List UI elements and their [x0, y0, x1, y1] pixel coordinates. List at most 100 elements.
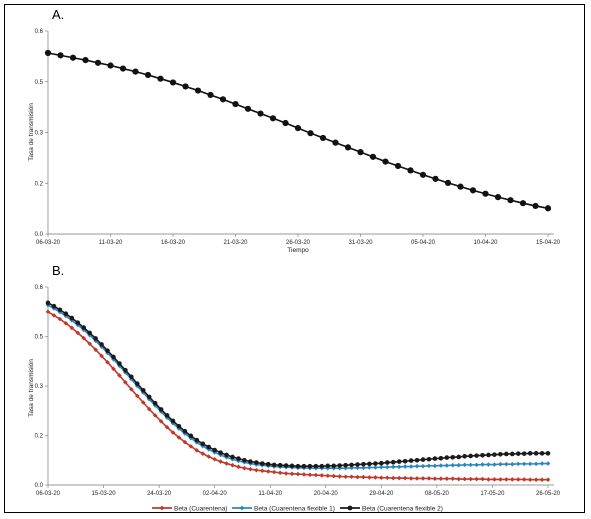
data-point	[438, 476, 444, 482]
y-tick-label: 0.0	[35, 232, 44, 238]
x-tick-label: 24-03-20	[147, 491, 172, 497]
data-point	[140, 390, 146, 395]
data-point	[319, 134, 327, 142]
data-point	[81, 335, 87, 341]
data-point	[515, 477, 521, 482]
data-point	[494, 194, 502, 201]
data-point	[283, 471, 289, 476]
y-axis-title: Tasa de transmisión	[28, 359, 35, 417]
x-tick-label: 16-03-20	[161, 240, 186, 246]
data-point	[51, 313, 57, 318]
legend: Beta (Cuarentena) Beta (Cuarentena flexib…	[152, 505, 443, 512]
data-point	[51, 306, 57, 311]
data-point	[332, 139, 339, 146]
data-point	[176, 423, 182, 429]
data-point	[384, 460, 390, 465]
data-point	[407, 167, 414, 174]
data-point	[379, 464, 384, 470]
data-point	[457, 183, 464, 190]
data-point	[45, 300, 51, 306]
data-point	[337, 463, 342, 468]
data-point	[504, 451, 509, 457]
y-tick-label: 0.2	[35, 181, 44, 187]
data-point	[194, 87, 202, 94]
data-point	[482, 190, 489, 197]
data-point	[307, 463, 313, 469]
data-point	[474, 462, 479, 468]
x-tick-label: 26-03-20	[286, 240, 311, 246]
data-point	[444, 455, 450, 460]
data-point	[295, 463, 301, 469]
data-point	[218, 459, 223, 464]
data-point	[519, 200, 527, 207]
data-point	[242, 457, 247, 463]
data-point	[75, 322, 81, 328]
data-point	[248, 466, 253, 472]
data-point	[408, 476, 414, 481]
data-point	[119, 65, 127, 72]
y-tick-label: 0.6	[35, 285, 44, 291]
data-point	[224, 461, 229, 466]
data-point	[382, 158, 389, 165]
data-point	[480, 462, 485, 467]
data-point	[355, 465, 360, 471]
data-point	[129, 387, 134, 392]
data-point	[527, 451, 533, 456]
data-point	[200, 451, 206, 456]
data-point	[420, 457, 426, 462]
x-tick-label: 10-04-20	[473, 240, 498, 246]
data-point	[176, 426, 182, 431]
data-point	[107, 62, 114, 69]
data-point	[432, 476, 438, 482]
data-point	[313, 472, 319, 478]
data-point	[468, 462, 473, 468]
data-point	[105, 348, 110, 353]
data-point	[212, 456, 217, 462]
y-tick-label: 0.3	[35, 131, 44, 137]
data-point	[420, 463, 426, 469]
data-point	[344, 144, 352, 151]
data-point	[390, 475, 396, 481]
x-tick-label: 20-04-20	[314, 491, 339, 497]
data-point	[325, 473, 331, 479]
data-point	[545, 451, 551, 456]
data-point	[367, 461, 372, 467]
data-point	[289, 471, 295, 477]
data-point	[170, 430, 176, 435]
data-point	[331, 465, 337, 471]
data-point	[57, 316, 63, 322]
data-point	[533, 451, 539, 456]
data-point	[289, 463, 295, 469]
data-point	[357, 149, 364, 156]
data-point	[99, 342, 104, 347]
data-point	[438, 455, 444, 461]
x-tick-label: 11-04-20	[258, 491, 282, 497]
data-point	[426, 476, 432, 481]
data-point	[492, 477, 497, 482]
data-point	[373, 465, 378, 470]
data-point	[492, 452, 497, 457]
data-point	[57, 52, 64, 59]
data-point	[244, 105, 252, 112]
data-point	[129, 374, 134, 380]
data-point	[384, 464, 390, 470]
data-point	[373, 461, 378, 466]
data-point	[462, 453, 467, 459]
data-point	[539, 477, 545, 483]
data-point	[129, 376, 134, 382]
legend-swatch-marker	[159, 505, 165, 511]
data-point	[349, 462, 354, 468]
data-point	[486, 477, 491, 482]
data-point	[93, 336, 98, 341]
data-point	[295, 471, 301, 477]
data-point	[232, 100, 239, 108]
data-point	[450, 454, 456, 460]
data-point	[532, 202, 539, 210]
data-point	[480, 476, 485, 482]
data-point	[515, 461, 521, 467]
data-point	[182, 83, 189, 90]
data-point	[515, 451, 521, 456]
data-point	[509, 477, 515, 482]
data-point	[438, 463, 444, 468]
data-point	[361, 474, 366, 480]
